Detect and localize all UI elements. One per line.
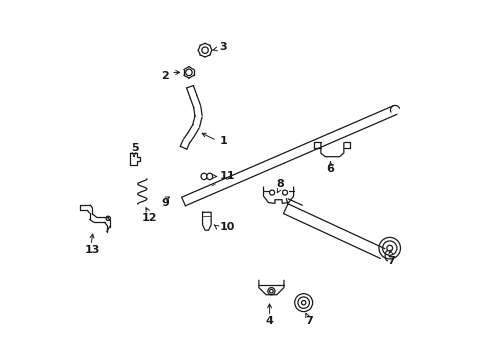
Text: 7: 7 bbox=[387, 256, 395, 266]
Circle shape bbox=[378, 237, 400, 259]
Text: 9: 9 bbox=[162, 198, 169, 208]
Text: 2: 2 bbox=[161, 71, 169, 81]
Circle shape bbox=[269, 289, 273, 293]
Ellipse shape bbox=[201, 173, 206, 180]
Text: 5: 5 bbox=[131, 143, 139, 153]
Text: 12: 12 bbox=[142, 213, 157, 222]
Text: 8: 8 bbox=[276, 179, 284, 189]
Text: 3: 3 bbox=[219, 42, 226, 52]
Text: 7: 7 bbox=[305, 316, 312, 325]
Circle shape bbox=[297, 297, 309, 309]
Text: 11: 11 bbox=[219, 171, 234, 181]
Ellipse shape bbox=[206, 173, 212, 180]
Circle shape bbox=[382, 241, 396, 255]
Circle shape bbox=[202, 47, 208, 53]
Circle shape bbox=[301, 301, 305, 305]
Circle shape bbox=[386, 245, 392, 251]
Text: 4: 4 bbox=[265, 316, 273, 325]
Circle shape bbox=[282, 190, 287, 195]
Text: 6: 6 bbox=[326, 164, 334, 174]
Circle shape bbox=[269, 190, 274, 195]
Circle shape bbox=[267, 288, 274, 295]
Circle shape bbox=[294, 294, 312, 312]
Text: 13: 13 bbox=[84, 245, 100, 255]
Text: 1: 1 bbox=[219, 136, 227, 145]
Circle shape bbox=[106, 216, 110, 221]
Circle shape bbox=[185, 69, 192, 76]
Text: 10: 10 bbox=[219, 222, 234, 231]
